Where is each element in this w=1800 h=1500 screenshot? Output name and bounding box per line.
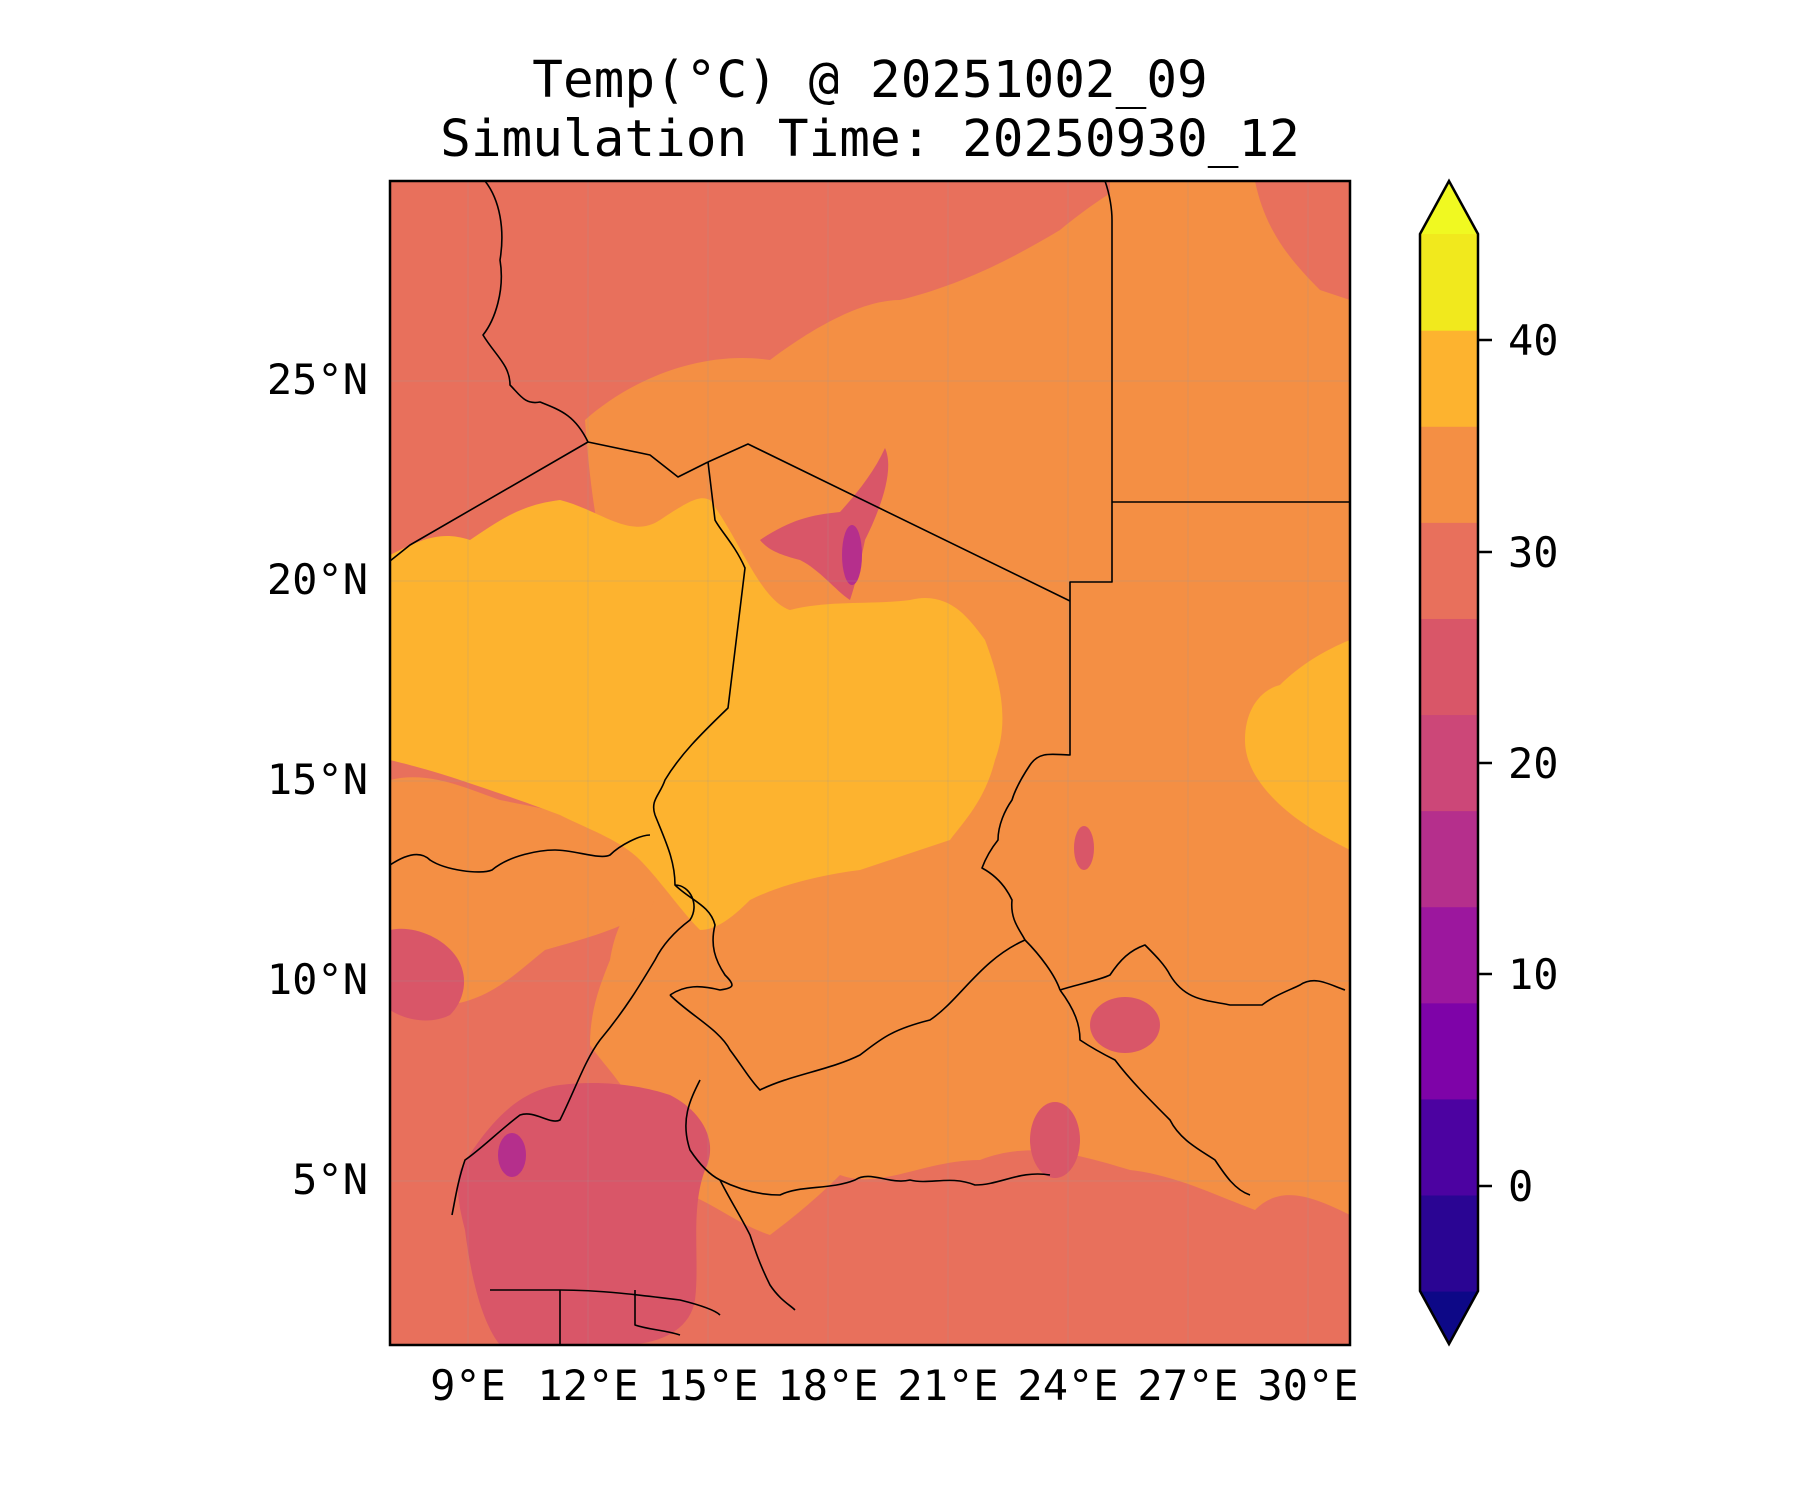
lon-tick-label: 18°E <box>777 1361 878 1410</box>
colorbar-segments <box>1420 181 1478 1344</box>
temp-zone-20-25-cameroon <box>457 1083 711 1345</box>
border-algeria-niger <box>390 441 589 562</box>
lat-tick-label: 20°N <box>267 555 368 604</box>
colorbar-tick-label: 10 <box>1508 950 1559 999</box>
temp-zone-30-35-west <box>390 777 657 1006</box>
lon-tick-label: 15°E <box>657 1361 758 1410</box>
lon-axis: 9°E 12°E 15°E 18°E 21°E 24°E 27°E 30°E <box>430 1361 1359 1410</box>
colorbar-segment <box>1420 618 1478 716</box>
lat-tick-label: 25°N <box>267 355 368 404</box>
map-panel <box>390 181 1350 1345</box>
lon-tick-label: 24°E <box>1017 1361 1118 1410</box>
colorbar-extend-high <box>1420 181 1478 234</box>
temp-zone-20-25-ssudan <box>1090 997 1160 1053</box>
colorbar-segment <box>1420 1002 1478 1100</box>
lat-tick-label: 5°N <box>292 1155 368 1204</box>
colorbar-tick-label: 20 <box>1508 739 1559 788</box>
border-cameroon-gabon <box>490 1289 721 1316</box>
colorbar-segment <box>1420 1098 1478 1196</box>
lon-tick-label: 30°E <box>1257 1361 1358 1410</box>
border-chad-libya <box>707 443 1071 602</box>
map-title-line1: Temp(°C) @ 20251002_09 <box>532 51 1208 110</box>
colorbar-segment <box>1420 426 1478 523</box>
map-frame <box>388 179 1352 1347</box>
colorbar-extend-low <box>1420 1291 1478 1344</box>
country-borders <box>390 181 1350 1345</box>
colorbar-tick-label: 30 <box>1508 528 1559 577</box>
border-nigeria-cameroon <box>451 814 695 1216</box>
temp-zone-20-25-marra <box>1074 826 1094 870</box>
border-niger-libya <box>587 441 709 478</box>
lon-tick-label: 21°E <box>897 1361 998 1410</box>
lon-tick-label: 27°E <box>1137 1361 1238 1410</box>
border-niger-chad <box>652 461 746 816</box>
temp-zone-35-40-east <box>1245 640 1350 850</box>
border-sudan-ssudan <box>1059 944 1346 1006</box>
colorbar: 40 30 20 10 0 <box>1418 178 1559 1347</box>
colorbar-segment <box>1420 522 1478 619</box>
border-chad-sudan <box>981 601 1071 941</box>
temp-zone-20-25-nigeria <box>390 928 465 1021</box>
border-chad-car <box>669 939 1061 1091</box>
colorbar-outline <box>1418 178 1480 1347</box>
map-title-line2: Simulation Time: 20250930_12 <box>440 110 1300 169</box>
temp-zone-20-25-car <box>1030 1102 1080 1178</box>
lon-tick-label: 9°E <box>430 1361 506 1410</box>
lon-tick-label: 12°E <box>537 1361 638 1410</box>
colorbar-segment <box>1420 234 1478 331</box>
lat-axis: 25°N 20°N 15°N 10°N 5°N <box>267 355 368 1204</box>
lat-tick-label: 10°N <box>267 955 368 1004</box>
border-car-ssudan <box>1059 989 1251 1196</box>
border-car-drc <box>685 1079 1051 1196</box>
colorbar-segment <box>1420 330 1478 427</box>
temp-zone-15-20-tibesti <box>842 525 862 585</box>
colorbar-segment <box>1420 714 1478 812</box>
colorbar-segment <box>1420 906 1478 1004</box>
border-chad-cameroon <box>669 884 733 996</box>
map-graticule <box>390 181 1350 1345</box>
temp-zone-30-35-ne <box>1107 181 1255 500</box>
border-congo-drc <box>719 1179 796 1311</box>
colorbar-tick-label: 40 <box>1508 316 1559 365</box>
temp-zone-35-40 <box>390 498 1003 930</box>
colorbar-tick-label: 0 <box>1508 1162 1533 1211</box>
lat-tick-label: 15°N <box>267 755 368 804</box>
border-libya-egypt <box>1069 181 1113 601</box>
colorbar-segment <box>1420 1194 1478 1292</box>
temp-zone-15-20-cameroon <box>498 1133 526 1177</box>
border-algeria-libya <box>482 181 589 443</box>
border-congo-gabon <box>634 1290 681 1336</box>
colorbar-segment <box>1420 810 1478 908</box>
colorbar-ticks <box>1478 338 1492 1188</box>
border-niger-nigeria <box>390 834 651 873</box>
